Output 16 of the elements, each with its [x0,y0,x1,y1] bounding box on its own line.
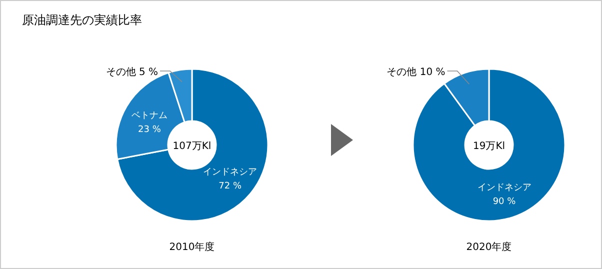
slice-label: インドネシア [477,182,532,193]
text: 2010年度 [169,241,215,253]
text: 19万Kl [472,141,506,152]
slice-label: インドネシア [203,167,258,178]
slice-label: ベトナム [131,110,168,121]
text: 107万Kl [172,141,212,152]
slice-label: その他 [106,67,136,78]
text: 2020年度 [466,241,512,253]
slice-label: その他 [386,67,417,78]
data-label: 5 % [138,67,158,78]
data-label: 23 % [138,124,162,135]
donut-slice [116,68,269,222]
data-label: 10 % [420,67,446,78]
chart-title: 原油調達先の実績比率 [22,13,142,27]
data-label: 72 % [218,181,242,192]
data-label: 90 % [492,196,516,207]
